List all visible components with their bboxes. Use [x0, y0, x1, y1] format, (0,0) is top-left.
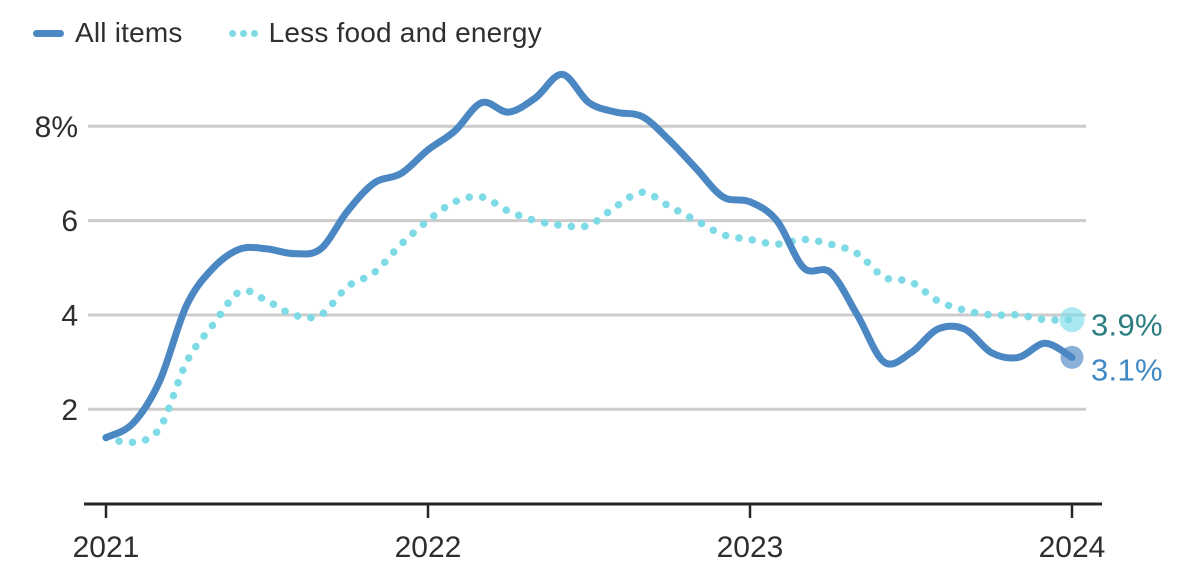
legend-item-all-items: All items: [33, 17, 183, 49]
gridlines: [88, 124, 1086, 411]
y-tick-label: 8%: [35, 111, 78, 144]
x-tick-label: 2021: [73, 531, 140, 564]
legend: All items Less food and energy: [33, 17, 542, 49]
end-value-label-core: 3.9%: [1091, 307, 1163, 343]
end-value-label-all-items: 3.1%: [1091, 352, 1163, 388]
x-tick-label: 2022: [395, 531, 462, 564]
legend-dots-swatch: [228, 29, 258, 37]
legend-label-all-items: All items: [75, 17, 183, 48]
x-axis-labels: 2021 2022 2023 2024: [73, 531, 1106, 564]
series-line-less-food-and-energy: [102, 188, 1076, 447]
series-lines: [102, 70, 1076, 447]
y-tick-label: 2: [61, 394, 78, 427]
x-tick-label: 2024: [1039, 531, 1106, 564]
series-line-all-items: [102, 70, 1076, 442]
y-tick-label: 4: [61, 300, 78, 333]
y-tick-label: 6: [61, 205, 78, 238]
x-tick-label: 2023: [717, 531, 784, 564]
x-axis: [84, 502, 1102, 518]
legend-line-swatch: [33, 29, 64, 37]
legend-label-less-food-and-energy: Less food and energy: [268, 17, 542, 48]
y-axis-labels: 8% 6 4 2: [35, 111, 78, 427]
legend-item-less-food-and-energy: Less food and energy: [228, 17, 542, 49]
